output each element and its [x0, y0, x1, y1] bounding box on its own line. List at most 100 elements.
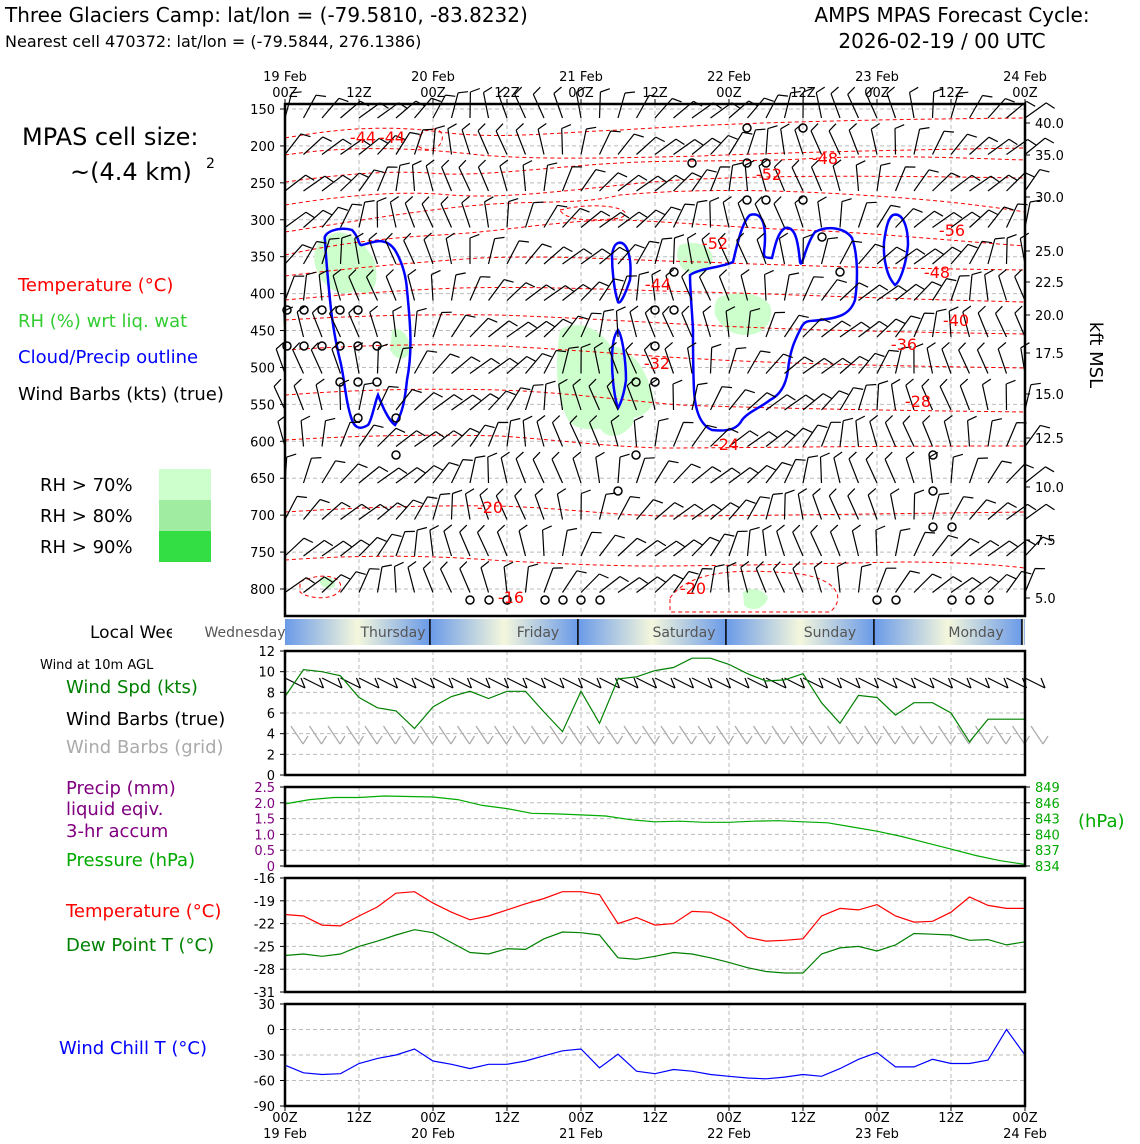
wind-barb: [722, 196, 732, 228]
pressure-tick-label: 250: [250, 177, 275, 192]
wind-barb: [773, 196, 786, 228]
wind-barb: [932, 246, 962, 265]
top-date-label: 24 Feb: [1003, 70, 1047, 85]
wind-barb: [802, 357, 833, 374]
bottom-date-label: 21 Feb: [559, 1127, 603, 1140]
wind-barb: [758, 159, 768, 192]
wind-barb: [558, 378, 568, 411]
wind-barb: [479, 487, 490, 520]
wind-barb: [987, 573, 1017, 593]
wind-barb: [432, 125, 445, 155]
wind-barb: [802, 393, 833, 411]
wind-barb: [710, 134, 738, 155]
wind-barb: [987, 502, 1017, 520]
wind-barb: [432, 394, 463, 411]
wind-barb: [687, 342, 697, 374]
wind-barb: [1005, 379, 1016, 411]
wind-barb: [525, 243, 552, 265]
panel-tick-label: 6: [267, 707, 275, 722]
wind-barb: [429, 524, 439, 557]
wind-barb: [913, 343, 924, 374]
wind-barb: [654, 174, 685, 192]
panel-tick-label: -90: [254, 1100, 275, 1115]
wind-barb: [672, 234, 685, 265]
wind-barb: [443, 524, 453, 557]
wind-barb: [625, 342, 638, 374]
wind-barb: [461, 195, 471, 228]
wind-barb: [987, 138, 1018, 155]
wind-barb: [810, 159, 823, 192]
wind-barb: [968, 457, 989, 484]
wind-barbs-true-label: Wind Barbs (true): [66, 709, 225, 730]
wind-barb: [332, 269, 342, 301]
wind-barb: [303, 539, 334, 557]
wind-barb: [617, 275, 637, 301]
bottom-hour-label: 00Z: [568, 1111, 594, 1126]
panel-tick-label: -31: [254, 986, 275, 1001]
wind-barb-true: [654, 677, 676, 689]
wind-barb: [598, 308, 614, 338]
wind-barb: [848, 451, 860, 484]
wind-barb: [629, 305, 639, 338]
wind-barb: [303, 576, 334, 593]
pressure-tick-label: 200: [250, 140, 275, 155]
wind-barb: [740, 269, 750, 301]
wind-barb: [469, 233, 480, 264]
wind-barb: [536, 415, 546, 447]
wind-barb: [939, 378, 952, 411]
wind-barb: [950, 174, 981, 192]
wind-barb: [950, 91, 969, 119]
bottom-hour-label: 12Z: [938, 1111, 964, 1126]
weekday-segment: [429, 619, 578, 645]
wind-barb: [514, 86, 527, 119]
temperature-contour-label: -56: [939, 221, 965, 240]
hydrometeor-circle: [650, 305, 660, 315]
wind-barb: [691, 466, 722, 484]
wind-barb: [562, 315, 588, 338]
top-hour-label: 00Z: [1012, 86, 1038, 101]
panel-tick-label: 2: [267, 748, 275, 763]
wind-barb: [524, 384, 544, 411]
hydrometeor-circle: [317, 341, 327, 351]
wind-barb: [661, 305, 675, 338]
wind-barb: [411, 160, 422, 192]
wind-barb-grid: [938, 725, 957, 745]
wind-barb: [691, 137, 722, 155]
top-date-label: 19 Feb: [263, 70, 307, 85]
panel-tick-label: 2.0: [254, 797, 275, 812]
cell-size-label: MPAS cell size:: [22, 123, 198, 151]
wind-barb: [292, 342, 305, 374]
wind-barb: [776, 524, 786, 557]
wind-barb: [1024, 466, 1055, 484]
wind-barb: [469, 424, 495, 447]
hydrometeor-circle: [595, 595, 605, 605]
wind-barb: [392, 305, 402, 338]
wind-barb: [495, 488, 508, 520]
pressure-label: Pressure (hPa): [66, 850, 195, 871]
kft-tick-label: 30.0: [1035, 191, 1064, 206]
wind-barb: [515, 451, 527, 484]
weekday-segment: [577, 619, 726, 645]
bottom-hour-label: 00Z: [420, 1111, 446, 1126]
wind-barb: [977, 305, 989, 338]
wind-barb: [681, 269, 693, 301]
wind-barb: [857, 383, 877, 411]
wind-barb: [839, 417, 854, 447]
wind-barb-true: [543, 677, 565, 689]
wind-barb: [821, 357, 852, 374]
hydrometeor-circle: [613, 486, 623, 496]
wind-barb: [506, 240, 529, 265]
hydrometeor-circle: [798, 123, 808, 133]
wind-barb: [950, 577, 981, 593]
wind-barb: [561, 527, 578, 557]
wind-barb: [726, 561, 737, 593]
wind-barb: [654, 540, 685, 557]
kft-tick-label: 25.0: [1035, 245, 1064, 260]
wind-barb: [709, 533, 735, 557]
wind-barb: [561, 124, 572, 155]
pressure-tick-label: 400: [250, 288, 275, 303]
wind-barb: [365, 269, 379, 301]
wind-barb: [284, 537, 314, 557]
wind-barb: [821, 390, 849, 411]
hydrometeor-circle: [947, 595, 957, 605]
